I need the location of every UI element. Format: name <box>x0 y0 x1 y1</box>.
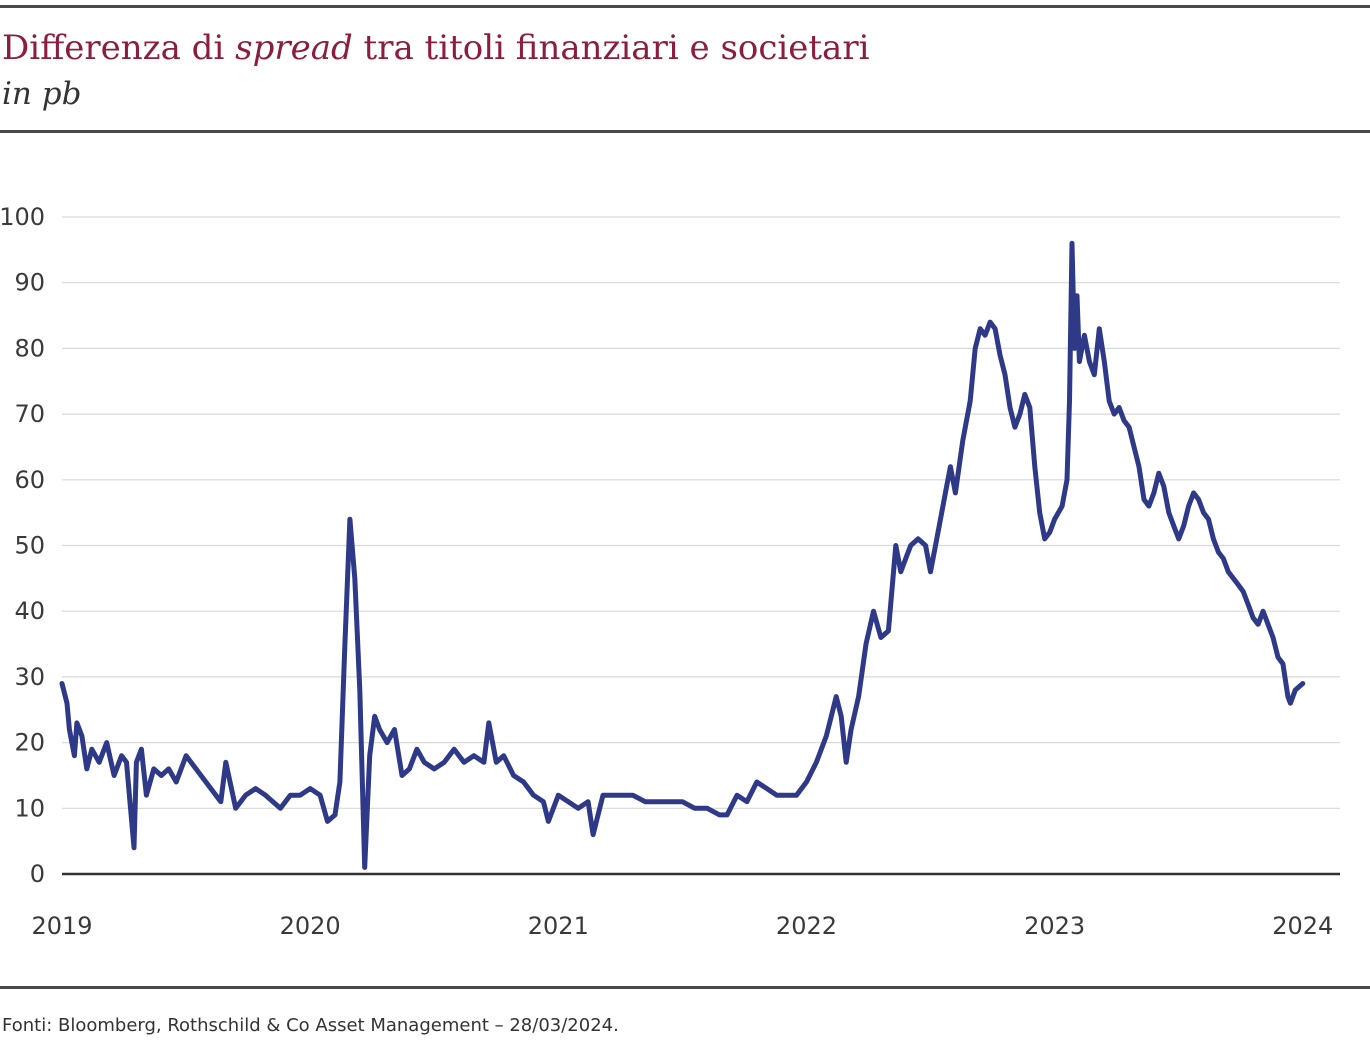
x-tick-label: 2022 <box>776 912 837 940</box>
series-line <box>59 240 1306 870</box>
y-tick-label: 60 <box>14 466 45 494</box>
y-tick-label: 80 <box>14 334 45 362</box>
source-note: Fonti: Bloomberg, Rothschild & Co Asset … <box>2 1015 619 1036</box>
gridlines <box>62 216 1340 809</box>
footer-rule <box>0 986 1370 989</box>
chart-subtitle: in pb <box>2 76 82 112</box>
y-tick-label: 100 <box>0 203 45 231</box>
y-tick-label: 0 <box>30 860 45 888</box>
y-axis-ticks: 0 10 20 30 40 50 60 70 80 90 100 <box>0 203 45 888</box>
y-tick-label: 10 <box>14 794 45 822</box>
x-tick-label: 2021 <box>528 912 589 940</box>
top-rule <box>0 5 1370 8</box>
x-tick-label: 2023 <box>1024 912 1085 940</box>
x-tick-label: 2020 <box>280 912 341 940</box>
y-tick-label: 70 <box>14 400 45 428</box>
y-tick-label: 30 <box>14 663 45 691</box>
title-italic-word: spread <box>235 28 353 68</box>
y-tick-label: 40 <box>14 597 45 625</box>
y-tick-label: 90 <box>14 269 45 297</box>
header-rule <box>0 130 1370 133</box>
chart-title: Differenza di spread tra titoli finanzia… <box>2 28 870 68</box>
x-tick-label: 2019 <box>31 912 92 940</box>
x-axis-ticks: 2019 2020 2021 2022 2023 2024 <box>31 912 1333 940</box>
y-tick-label: 20 <box>14 729 45 757</box>
x-tick-label: 2024 <box>1272 912 1333 940</box>
y-tick-label: 50 <box>14 532 45 560</box>
